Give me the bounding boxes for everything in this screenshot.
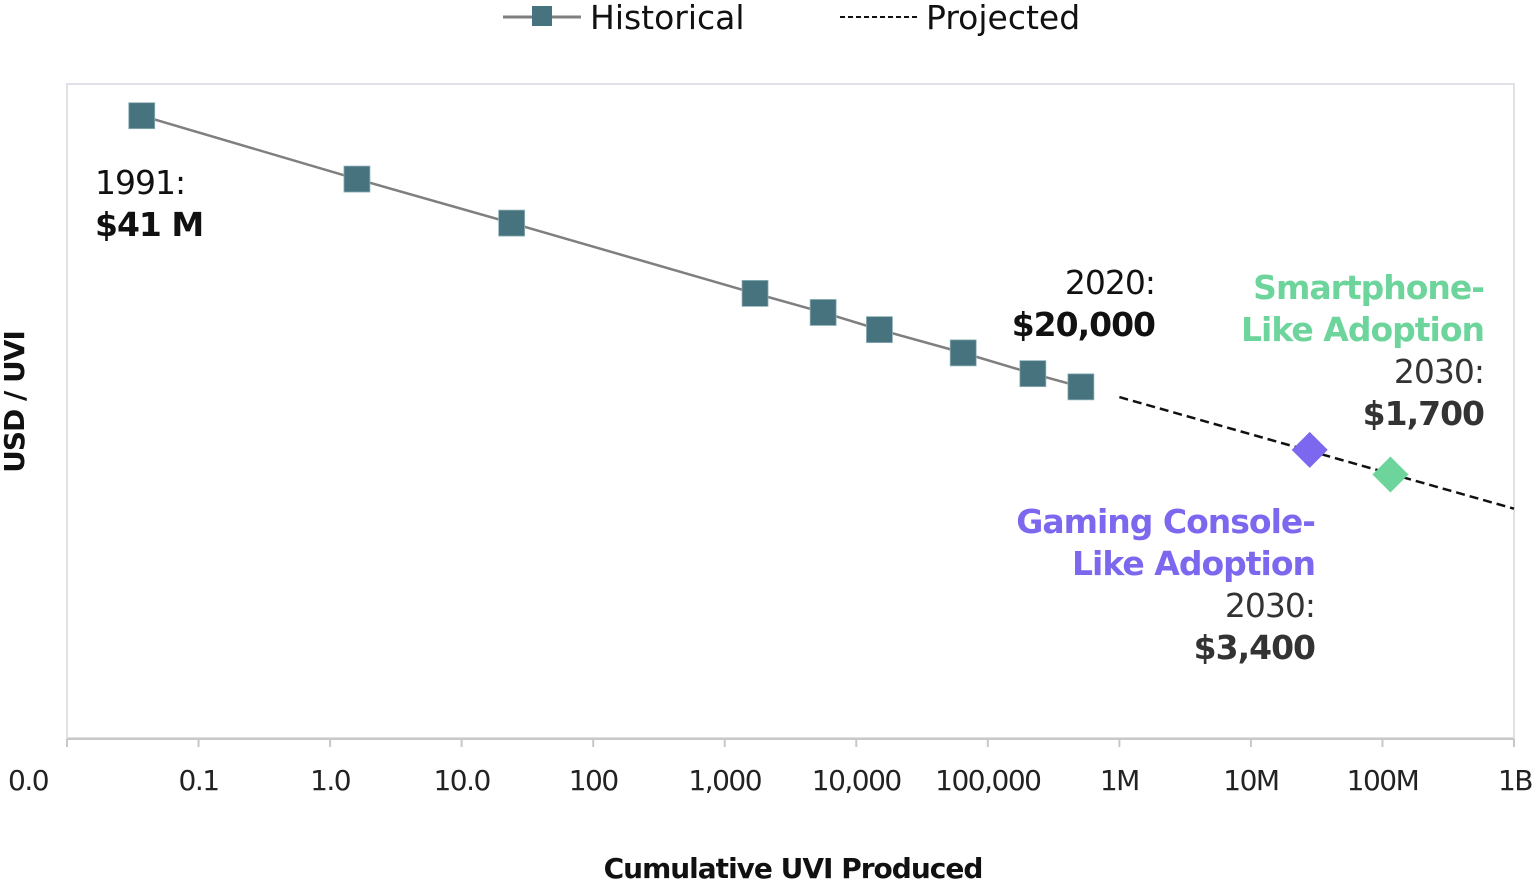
annotation-line: Smartphone- — [1253, 268, 1484, 307]
historical-point[interactable] — [1067, 373, 1095, 401]
historical-point[interactable] — [1019, 360, 1047, 388]
x-tick-label: 100,000 — [935, 764, 1040, 797]
legend-historical-label: Historical — [590, 0, 745, 37]
historical-point[interactable] — [949, 339, 977, 367]
legend: Historical Projected — [503, 0, 1080, 37]
series-projected — [1119, 395, 1515, 510]
annotation-line: 2030: — [1225, 586, 1315, 625]
historical-point[interactable] — [498, 209, 526, 237]
x-tick-label: 0.1 — [179, 764, 219, 797]
historical-point[interactable] — [809, 299, 837, 326]
x-axis-tick-labels: 0.0 0.1 1.0 10.0 100 1,000 10,000 100,000 1M 10M 1… — [8, 764, 1534, 797]
historical-point[interactable] — [741, 279, 769, 307]
legend-item-historical[interactable]: Historical — [503, 0, 745, 37]
annotation-line: $1,700 — [1363, 394, 1484, 433]
highlight-points — [1291, 431, 1409, 493]
x-tick-label: 1,000 — [688, 764, 761, 797]
annotation-line: Like Adoption — [1241, 310, 1484, 349]
x-tick-label: 100 — [569, 764, 618, 797]
annotation-line: Gaming Console- — [1016, 502, 1315, 541]
x-tick-label: 1.0 — [310, 764, 350, 797]
y-axis-title: USD / UVI — [0, 331, 31, 473]
annotation-line: 2030: — [1394, 352, 1484, 391]
annotation-line: $41 M — [95, 205, 203, 244]
x-tick-label: 0.0 — [8, 764, 48, 797]
x-tick-label: 10.0 — [433, 764, 489, 797]
legend-item-projected[interactable]: Projected — [840, 0, 1080, 37]
x-tick-label: 1M — [1100, 764, 1139, 797]
annotation-line: 1991: — [95, 163, 185, 202]
annotation-current: 2020:$20,000 — [1012, 263, 1156, 344]
x-tick-label: 1B — [1498, 764, 1532, 797]
legend-projected-label: Projected — [926, 0, 1080, 37]
legend-historical-marker — [532, 6, 552, 26]
x-axis-title: Cumulative UVI Produced — [604, 852, 983, 882]
x-tick-label: 100M — [1347, 764, 1419, 797]
series-historical — [128, 102, 1095, 401]
historical-point[interactable] — [343, 165, 371, 193]
projected-line — [1119, 395, 1515, 510]
annotation-start: 1991:$41 M — [95, 163, 204, 244]
annotation-line: $3,400 — [1194, 628, 1315, 667]
annotation-line: 2020: — [1065, 263, 1155, 302]
historical-point[interactable] — [128, 102, 156, 130]
x-tick-label: 10M — [1223, 764, 1278, 797]
x-axis-ticks — [66, 739, 1515, 747]
smartphone-projection-point[interactable] — [1372, 456, 1409, 493]
x-tick-label: 10,000 — [812, 764, 901, 797]
historical-point[interactable] — [866, 316, 893, 344]
historical-line — [141, 114, 1082, 389]
console-projection-point[interactable] — [1291, 431, 1328, 468]
annotation-line: $20,000 — [1012, 305, 1155, 344]
annotation-line: Like Adoption — [1072, 544, 1315, 583]
